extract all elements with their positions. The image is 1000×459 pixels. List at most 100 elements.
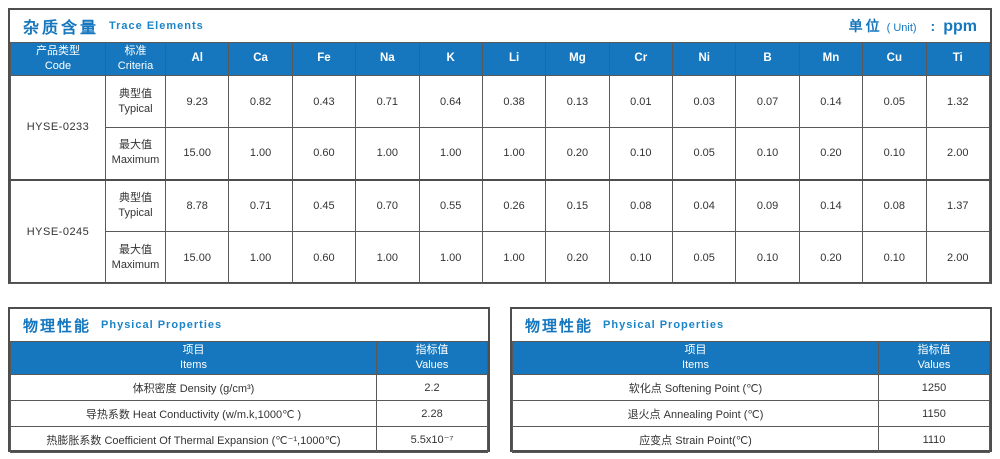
trace-elements-section: 杂质含量 Trace Elements 单位 ( Unit) : ppm 产品类… [8,8,992,284]
value-cell: 0.10 [862,231,927,284]
value-cell: 1.00 [228,231,293,284]
criteria-cell: 最大值 Maximum [105,231,166,284]
value-cell: 0.38 [481,75,547,128]
criteria-en: Typical [118,206,153,219]
value-cell: 0.05 [671,231,737,284]
column-header-code: 产品类型 Code [10,42,106,76]
value-cell: 0.55 [418,178,483,232]
value-cell: 0.20 [545,127,610,180]
section-title-zh: 杂质含量 [23,20,100,37]
value-cell: 0.13 [545,75,610,128]
product-code-cell: HYSE-0233 [10,75,106,180]
value-cell: 0.26 [481,178,547,232]
value-cell: 1.00 [355,127,420,180]
value-cell: 0.03 [671,75,737,128]
table-row: 热膨胀系数 Coefficient Of Thermal Expansion (… [10,426,488,453]
value-cell: 0.10 [862,127,927,180]
value-cell: 1.00 [481,231,547,284]
trace-titlebar: 杂质含量 Trace Elements 单位 ( Unit) : ppm [10,10,990,42]
criteria-cell: 最大值 Maximum [105,127,166,180]
property-item-cell: 体积密度 Density (g/cm³) [10,374,377,401]
value-cell: 0.01 [608,75,674,128]
physical-properties-right-section: 物理性能 Physical Properties 项目 Items 指标值 Va… [510,307,992,453]
unit-colon: : [930,18,936,34]
value-cell: 0.05 [671,127,737,180]
column-header-values: 指标值 Values [376,341,488,375]
value-cell: 0.43 [291,75,357,128]
criteria-zh: 典型值 [119,191,152,204]
value-cell: 15.00 [164,127,230,180]
physical-right-titlebar: 物理性能 Physical Properties [512,309,990,341]
physical-header-row: 项目 Items 指标值 Values [10,341,488,375]
col-criteria-zh: 标准 [124,45,147,58]
property-item-cell: 热膨胀系数 Coefficient Of Thermal Expansion (… [10,426,377,453]
value-cell: 0.45 [291,178,357,232]
physical-header-row: 项目 Items 指标值 Values [512,341,990,375]
property-value-cell: 2.2 [376,374,488,401]
trace-header-row: 产品类型 Code 标准 Criteria Al Ca Fe Na K Li M… [10,42,990,76]
element-header: Ca [228,42,293,76]
section-title-en: Trace Elements [109,20,204,32]
value-cell: 0.20 [798,231,864,284]
table-row: 导热系数 Heat Conductivity (w/m.k,1000℃ ) 2.… [10,400,488,427]
physical-properties-right-table: 项目 Items 指标值 Values 软化点 Softening Point … [512,341,990,453]
col-criteria-en: Criteria [117,60,154,72]
column-header-values: 指标值 Values [878,341,990,375]
property-value-cell: 1150 [878,400,990,427]
col-values-zh: 指标值 [415,344,449,357]
value-cell: 1.32 [925,75,990,128]
value-cell: 1.00 [418,231,483,284]
criteria-zh: 典型值 [119,87,152,100]
table-row-0233-maximum: 最大值 Maximum 15.00 1.00 0.60 1.00 1.00 1.… [11,127,990,180]
value-cell: 0.14 [798,178,864,232]
col-items-en: Items [180,359,207,371]
value-cell: 0.71 [228,178,293,232]
property-value-cell: 1250 [878,374,990,401]
table-row: 体积密度 Density (g/cm³) 2.2 [10,374,488,401]
value-cell: 0.10 [608,127,674,180]
value-cell: 2.00 [925,231,990,284]
element-header: Ti [925,42,990,76]
value-cell: 2.00 [925,127,990,180]
element-header: Mg [545,42,610,76]
value-cell: 1.00 [418,127,483,180]
col-items-zh: 项目 [182,344,205,357]
criteria-en: Maximum [111,258,160,271]
value-cell: 1.00 [481,127,547,180]
value-cell: 1.00 [355,231,420,284]
product-code-cell: HYSE-0245 [10,178,106,284]
element-header: Cu [862,42,927,76]
element-header: Cr [608,42,674,76]
physical-properties-left-table: 项目 Items 指标值 Values 体积密度 Density (g/cm³)… [10,341,488,453]
value-cell: 1.00 [228,127,293,180]
trace-elements-table: 产品类型 Code 标准 Criteria Al Ca Fe Na K Li M… [10,42,990,284]
value-cell: 0.05 [862,75,927,128]
value-cell: 0.15 [545,178,610,232]
value-cell: 0.10 [735,127,800,180]
element-header: Li [481,42,547,76]
value-cell: 0.71 [355,75,420,128]
value-cell: 0.60 [291,231,357,284]
property-value-cell: 1110 [878,426,990,453]
column-header-items: 项目 Items [10,341,377,375]
value-cell: 0.07 [735,75,800,128]
value-cell: 0.20 [798,127,864,180]
value-cell: 9.23 [164,75,230,128]
element-header: K [418,42,483,76]
element-header: Fe [291,42,357,76]
col-values-en: Values [415,359,449,371]
criteria-zh: 最大值 [119,139,152,152]
element-header: Ni [671,42,737,76]
criteria-en: Typical [118,102,153,115]
unit-zh: 单位 [848,18,883,34]
property-item-cell: 导热系数 Heat Conductivity (w/m.k,1000℃ ) [10,400,377,427]
table-row: 退火点 Annealing Point (℃) 1150 [512,400,990,427]
criteria-en: Maximum [111,154,160,167]
section-title-zh: 物理性能 [525,317,594,335]
value-cell: 0.70 [355,178,420,232]
criteria-zh: 最大值 [119,243,152,256]
column-header-criteria: 标准 Criteria [105,42,166,76]
element-header: B [735,42,800,76]
unit-value: ppm [943,18,977,35]
table-row-0245-maximum: 最大值 Maximum 15.00 1.00 0.60 1.00 1.00 1.… [11,231,990,284]
